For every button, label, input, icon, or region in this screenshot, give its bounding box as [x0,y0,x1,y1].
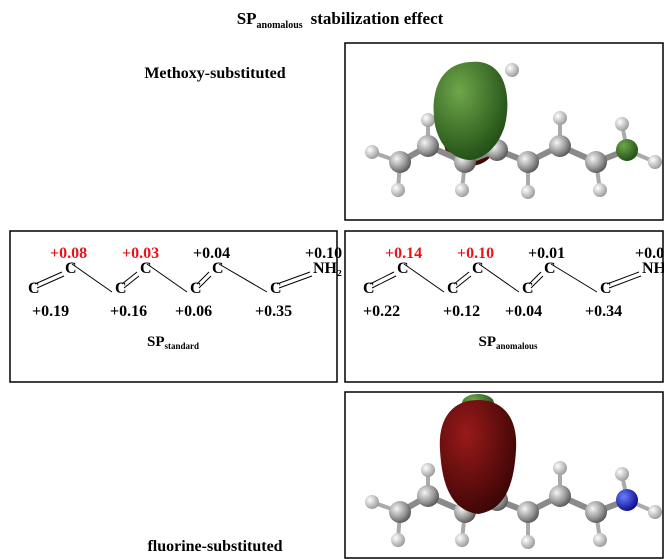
hydrogen-atom [593,183,607,197]
molecule [365,394,662,549]
carbon-atom [549,485,571,507]
molecule [365,62,662,199]
atom-label: NH₂ [642,260,664,277]
hydrogen-atom [391,183,405,197]
bottom-charge: +0.16 [110,303,147,320]
top-charge: +0.01 [528,245,565,262]
top-charge: +0.08 [50,245,87,262]
bottom-charge: +0.34 [585,303,622,320]
top-charge: +0.10 [305,245,342,262]
charge-panel: CCCCCCCNH₂+0.14+0.10+0.01+0.03+0.22+0.12… [363,245,664,351]
hydrogen-atom [421,463,435,477]
figure: SPanomalousstabilization effect Methoxy-… [0,0,664,559]
bond [72,264,112,292]
hydrogen-atom [365,145,379,159]
top-charge: +0.03 [122,245,159,262]
bond [372,276,396,288]
atom-label: C [65,260,77,277]
carbon-atom [389,151,411,173]
hydrogen-atom [365,495,379,509]
title-sub: anomalous [257,20,303,31]
carbon-atom [549,135,571,157]
atom-label: C [472,260,484,277]
hydrogen-atom [455,533,469,547]
panel-label-sub: standard [165,341,200,351]
carbon-atom [517,151,539,173]
panel-label: SPstandard [147,334,199,351]
top-charge: +0.04 [193,245,230,262]
bond [609,276,641,288]
hydrogen-atom [521,185,535,199]
nitrogen-orbital [616,139,638,161]
title-main: SP [237,9,257,28]
panel-label-sub: anomalous [496,341,538,351]
carbon-atom [417,485,439,507]
atom-label: C [522,280,534,297]
title-rest: stabilization effect [311,9,444,28]
atom-label: C [28,280,40,297]
bottom-label: fluorine-substituted [147,538,282,555]
hydrogen-atom [391,533,405,547]
panel-label-main: SP [478,334,496,350]
panel-label-main: SP [147,334,165,350]
bond [551,264,597,292]
bond [219,264,267,292]
bond [607,272,639,284]
title: SPanomalous stabilization effect [237,9,444,31]
carbon-atom [585,501,607,523]
hydrogen-atom [615,117,629,131]
hydrogen-atom [505,63,519,77]
bond [479,264,519,292]
hydrogen-atom [648,155,662,169]
top-label: Methoxy-substituted [144,65,285,82]
hydrogen-atom [521,535,535,549]
bottom-charge: +0.19 [32,303,69,320]
atom-label: C [363,280,375,297]
bottom-charge: +0.35 [255,303,292,320]
carbon-atom [389,501,411,523]
atom-label: C [600,280,612,297]
hydrogen-atom [648,505,662,519]
charge-panels: CCCCCCCNH₂+0.08+0.03+0.04+0.10+0.19+0.16… [28,245,664,351]
bottom-charge: +0.22 [363,303,400,320]
atom-label: NH₂ [313,260,342,277]
bottom-charge: +0.04 [505,303,542,320]
bond [404,264,444,292]
atom-label: C [140,260,152,277]
atom-label: C [212,260,224,277]
carbon-atom [585,151,607,173]
bond [147,264,187,292]
bond [37,276,64,288]
hydrogen-atom [553,461,567,475]
top-charge: +0.14 [385,245,422,262]
top-charge: +0.03 [635,245,664,262]
atom-label: C [190,280,202,297]
atom-label: C [397,260,409,277]
carbon-atom [417,135,439,157]
panel-label: SPanomalous [478,334,538,351]
atom-label: C [270,280,282,297]
hydrogen-atom [421,113,435,127]
top-charge: +0.10 [457,245,494,262]
hydrogen-atom [593,533,607,547]
charge-panel: CCCCCCCNH₂+0.08+0.03+0.04+0.10+0.19+0.16… [28,245,342,351]
hydrogen-atom [553,111,567,125]
hydrogen-atom [615,467,629,481]
bottom-charge: +0.06 [175,303,212,320]
carbon-atom [517,501,539,523]
hydrogen-atom [455,183,469,197]
nitrogen-atom [616,489,638,511]
bottom-charge: +0.12 [443,303,480,320]
atom-label: C [115,280,127,297]
atom-label: C [447,280,459,297]
atom-label: C [544,260,556,277]
